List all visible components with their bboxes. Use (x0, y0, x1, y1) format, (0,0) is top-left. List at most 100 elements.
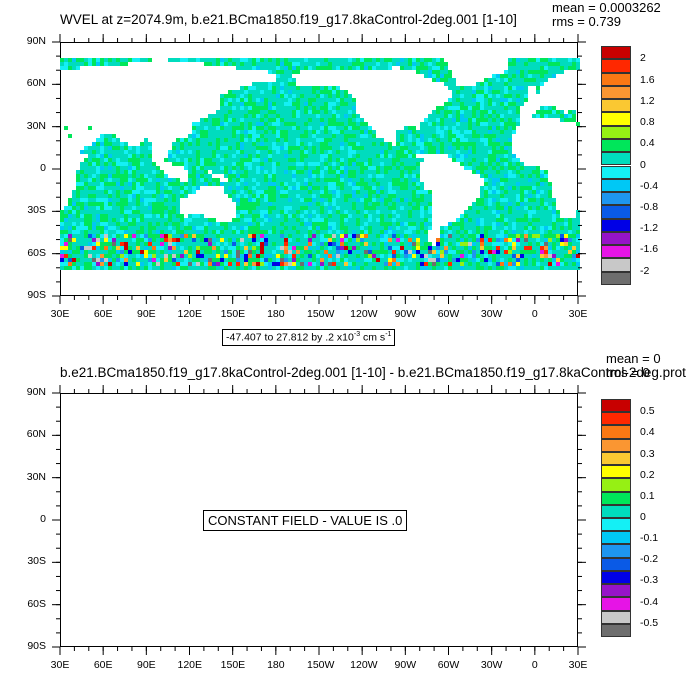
colorbar-label: -2 (640, 264, 650, 277)
lon-label: 30E (50, 308, 70, 320)
lat-label: 30N (26, 119, 46, 132)
lat-label: 90N (26, 386, 46, 398)
panel2-title: b.e21.BCma1850.f19_g17.8kaControl-2deg.0… (60, 365, 686, 380)
lon-label: 90E (136, 308, 156, 320)
colorbar-label: 0.4 (640, 426, 655, 439)
colorbar-swatch (601, 138, 631, 153)
lat-label: 0 (40, 162, 46, 174)
lon-label: 150W (307, 659, 335, 671)
panel1-contour-info: -47.407 to 27.812 by .2 x10-3 cm s-1 (222, 329, 396, 346)
colorbar-swatch (601, 152, 631, 166)
lat-label: 90S (27, 640, 46, 652)
colorbar-swatch (601, 570, 631, 585)
colorbar-label: 0.2 (640, 468, 655, 481)
colorbar-label: 1.2 (640, 94, 655, 107)
colorbar-label: 0.3 (640, 447, 655, 460)
info-prefix: -47.407 to 27.812 by .2 x10 (226, 331, 354, 344)
lon-label: 150W (307, 308, 335, 320)
colorbar-swatch (601, 271, 631, 285)
lon-label: 60W (437, 659, 460, 671)
panel1-map-frame (60, 42, 578, 296)
colorbar-swatch (601, 465, 631, 479)
colorbar-swatch (601, 518, 631, 532)
colorbar-swatch (601, 584, 631, 598)
colorbar-label: 0.4 (640, 137, 655, 150)
panel1-mean: mean = 0.0003262 (552, 0, 661, 15)
colorbar-label: 0.8 (640, 116, 655, 128)
colorbar-swatch (601, 178, 631, 193)
colorbar-label: -0.4 (640, 179, 659, 192)
colorbar-swatch (601, 258, 631, 272)
colorbar-swatch (601, 531, 631, 545)
lon-label: 120W (350, 308, 378, 320)
colorbar-swatch (601, 231, 631, 246)
lon-label: 30W (480, 308, 503, 320)
info-unit: cm s (360, 331, 386, 344)
lon-label: 90W (394, 659, 417, 671)
lon-label: 90W (394, 308, 417, 320)
colorbar-swatch (601, 192, 631, 206)
colorbar-label: -0.2 (640, 553, 659, 566)
colorbar-swatch (601, 85, 631, 100)
panel1-title: WVEL at z=2074.9m, b.e21.BCma1850.f19_g1… (60, 12, 517, 27)
lat-label: 60N (26, 428, 46, 441)
colorbar-swatch (601, 125, 631, 139)
colorbar-swatch (601, 557, 631, 571)
colorbar-swatch (601, 597, 631, 611)
colorbar-swatch (601, 438, 631, 452)
colorbar-label: 2 (640, 52, 646, 65)
lat-label: 30N (26, 470, 46, 483)
lon-label: 120W (350, 659, 378, 671)
colorbar-swatch (601, 205, 631, 219)
colorbar-swatch (601, 165, 631, 179)
lon-label: 150E (220, 308, 246, 320)
lon-label: 120E (177, 659, 203, 671)
lon-label: 30E (50, 659, 70, 671)
colorbar-label: 1.6 (640, 73, 655, 86)
colorbar-label: 0.1 (640, 489, 655, 502)
lat-label: 0 (40, 513, 46, 525)
colorbar-swatch (601, 46, 631, 60)
colorbar-label: -0.3 (640, 574, 659, 587)
lon-label: 30E (568, 308, 588, 320)
colorbar-swatch (601, 72, 631, 86)
lon-label: 60E (93, 659, 113, 671)
lat-label: 90S (27, 289, 46, 301)
lon-label: 0 (531, 659, 538, 671)
colorbar-label: 0 (640, 158, 646, 171)
panel2-rms: rms = 0 (606, 365, 650, 380)
lon-label: 90E (136, 659, 156, 671)
panel1-rms: rms = 0.739 (552, 14, 622, 29)
colorbar-swatch (601, 451, 631, 466)
colorbar-swatch (601, 59, 631, 73)
lat-label: 60S (27, 246, 46, 259)
lon-label: 120E (177, 308, 203, 320)
colorbar-swatch (601, 399, 631, 413)
colorbar-label: 0 (640, 511, 646, 523)
lat-label: 60S (27, 597, 46, 610)
colorbar-swatch (601, 99, 631, 113)
lat-label: 30S (27, 204, 46, 217)
colorbar-label: -1.2 (640, 222, 659, 235)
lon-label: 180 (267, 308, 285, 320)
colorbar-swatch (601, 491, 631, 505)
colorbar-swatch (601, 623, 631, 637)
lat-label: 60N (26, 77, 46, 90)
lon-label: 0 (531, 308, 538, 320)
colorbar-swatch (601, 112, 631, 126)
colorbar-label: -0.8 (640, 200, 659, 213)
colorbar-label: -0.1 (640, 532, 659, 545)
lon-label: 30E (568, 659, 588, 671)
colorbar-label: -0.5 (640, 616, 659, 629)
info-unit-exponent: -1 (385, 331, 392, 338)
colorbar-swatch (601, 610, 631, 624)
panel2-constant-field-label: CONSTANT FIELD - VALUE IS .0 (203, 510, 408, 531)
panel2-mean: mean = 0 (606, 351, 661, 366)
lon-label: 60W (437, 308, 460, 320)
colorbar-swatch (601, 544, 631, 558)
colorbar-swatch (601, 478, 631, 492)
lon-label: 30W (480, 659, 503, 671)
colorbar-swatch (601, 504, 631, 518)
lat-label: 30S (27, 555, 46, 568)
lon-label: 180 (267, 659, 285, 671)
